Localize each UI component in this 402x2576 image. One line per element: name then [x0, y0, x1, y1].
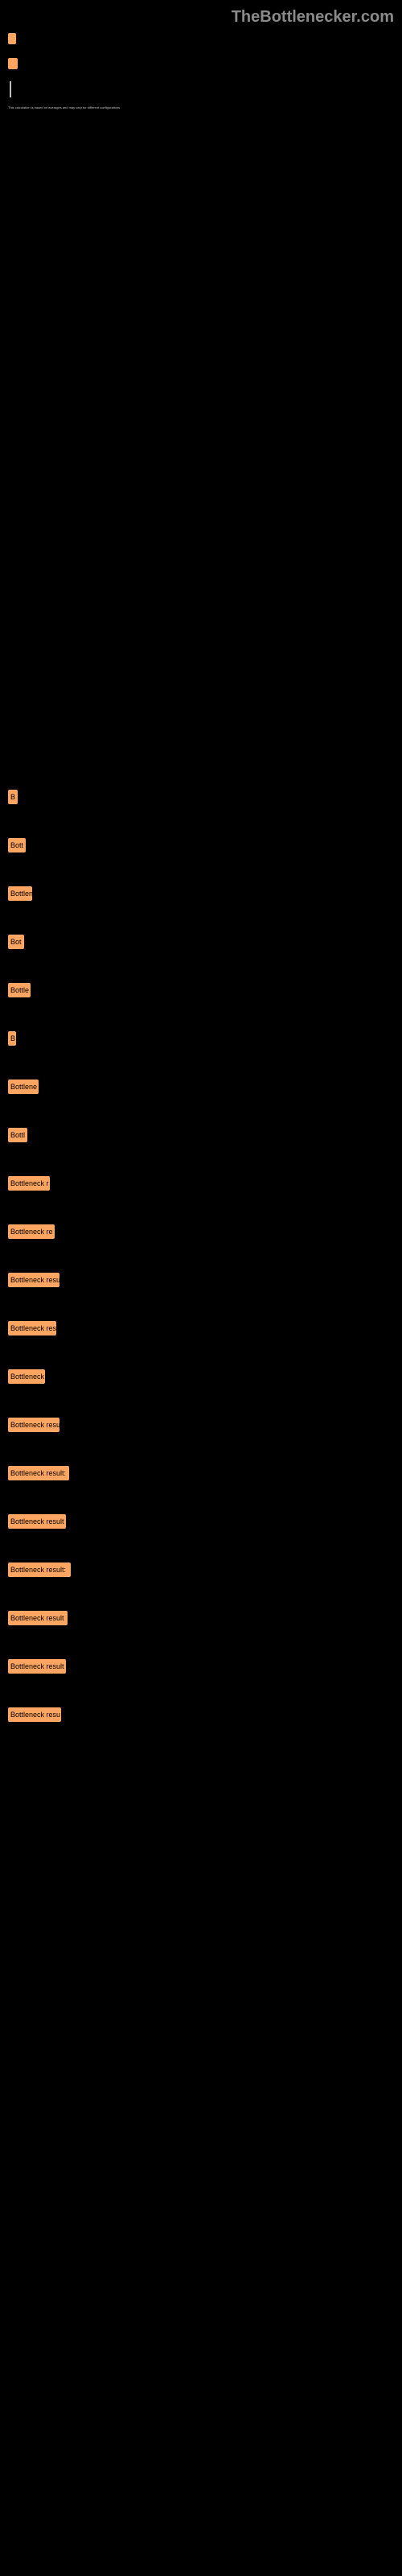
- bar-row: Bottlene: [8, 1080, 394, 1094]
- bar: Bottleneck res: [8, 1321, 56, 1335]
- bar-row: Bottleneck: [8, 1369, 394, 1384]
- bar: Bottlene: [8, 1080, 39, 1094]
- bar-row: B: [8, 1031, 394, 1046]
- bar-row: Bottl: [8, 1128, 394, 1142]
- bar-row: Bottleneck resu: [8, 1273, 394, 1287]
- bar: Bottleneck result: [8, 1514, 66, 1529]
- bar-row: Bottleneck result: [8, 1514, 394, 1529]
- bar-row: Bottleneck re: [8, 1224, 394, 1239]
- bar-row: Bottleneck result:: [8, 1466, 394, 1480]
- bar: Bottleneck re: [8, 1224, 55, 1239]
- bar: Bottleneck resu: [8, 1707, 61, 1722]
- bar: Bottleneck resu: [8, 1273, 59, 1287]
- site-watermark: TheBottlenecker.com: [8, 8, 394, 27]
- bar-row: Bottleneck res: [8, 1321, 394, 1335]
- bar-row: Bot: [8, 935, 394, 949]
- bar-chart: B Bott Bottlen Bot Bottle B Bottlene Bottl Bottl…: [8, 790, 394, 1722]
- bar: Bottleneck result: [8, 1611, 68, 1625]
- bar: Bottl: [8, 1128, 27, 1142]
- bar-row: Bottlen: [8, 886, 394, 901]
- notice-text: This calculation is based on averages an…: [8, 105, 394, 109]
- bar: Bottleneck: [8, 1369, 45, 1384]
- bar: Bottleneck r: [8, 1176, 50, 1191]
- bar: B: [8, 1031, 16, 1046]
- top-bars-container: [8, 33, 394, 58]
- top-bar-0: [8, 33, 16, 44]
- vertical-divider: [10, 81, 11, 97]
- bar: Bottlen: [8, 886, 32, 901]
- bar: Bottleneck resu: [8, 1418, 59, 1432]
- bar-row: Bottleneck r: [8, 1176, 394, 1191]
- bar-row: Bottleneck result: [8, 1659, 394, 1674]
- chart-spacer: [8, 122, 394, 790]
- bottleneck-button[interactable]: [8, 58, 18, 69]
- bar: Bott: [8, 838, 26, 852]
- bar: B: [8, 790, 18, 804]
- bar-row: B: [8, 790, 394, 804]
- bar: Bottleneck result:: [8, 1563, 71, 1577]
- bar-row: Bottleneck resu: [8, 1707, 394, 1722]
- bar-row: Bott: [8, 838, 394, 852]
- bar-row: Bottle: [8, 983, 394, 997]
- bar: Bottleneck result: [8, 1659, 66, 1674]
- bar: Bottle: [8, 983, 31, 997]
- bar-row: Bottleneck result:: [8, 1563, 394, 1577]
- bar: Bot: [8, 935, 24, 949]
- bar-row: Bottleneck resu: [8, 1418, 394, 1432]
- bar: Bottleneck result:: [8, 1466, 69, 1480]
- bar-row: Bottleneck result: [8, 1611, 394, 1625]
